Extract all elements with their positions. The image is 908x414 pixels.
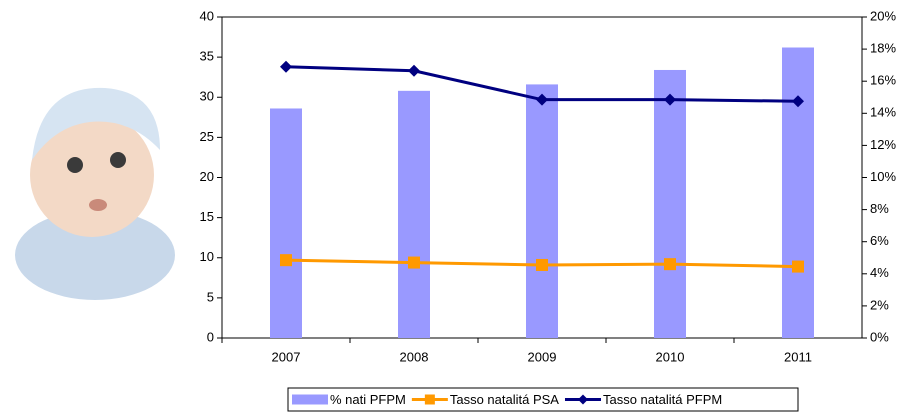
y2-tick-label: 8% <box>870 201 889 216</box>
y-tick-label: 5 <box>207 289 214 304</box>
line-marker <box>536 93 548 106</box>
legend-marker <box>577 394 588 405</box>
y2-tick-label: 20% <box>870 8 896 23</box>
y2-tick-label: 10% <box>870 169 896 184</box>
y-tick-label: 15 <box>200 209 214 224</box>
line-marker <box>280 60 292 73</box>
x-tick-label: 2011 <box>784 349 812 364</box>
y2-tick-label: 18% <box>870 41 896 56</box>
y-tick-label: 20 <box>200 169 214 184</box>
y-tick-label: 30 <box>200 89 214 104</box>
x-tick-label: 2009 <box>528 349 557 364</box>
legend-swatch <box>292 394 328 405</box>
y2-tick-label: 6% <box>870 233 889 248</box>
bar <box>526 84 558 338</box>
line-marker <box>792 260 804 273</box>
line-marker <box>536 258 548 271</box>
legend-label: Tasso natalitá PSA <box>450 392 559 407</box>
bar <box>270 108 302 338</box>
legend-label: Tasso natalitá PFPM <box>603 392 722 407</box>
bar <box>782 47 814 339</box>
line-marker <box>664 93 676 106</box>
line-marker <box>664 258 676 271</box>
x-tick-label: 2010 <box>656 349 685 364</box>
legend-marker <box>424 394 435 405</box>
x-tick-label: 2008 <box>400 349 429 364</box>
legend-box <box>287 387 799 412</box>
y-tick-label: 35 <box>200 49 214 64</box>
line-marker <box>280 254 292 267</box>
line-marker <box>792 95 804 108</box>
y-tick-label: 40 <box>200 8 214 23</box>
y2-tick-label: 16% <box>870 73 896 88</box>
line-marker <box>408 256 420 269</box>
bar <box>398 90 430 338</box>
y2-tick-label: 0% <box>870 329 889 344</box>
bar <box>654 69 686 338</box>
line-marker <box>408 64 420 77</box>
y-tick-label: 0 <box>207 329 214 344</box>
x-tick-label: 2007 <box>272 349 301 364</box>
y2-tick-label: 14% <box>870 105 896 120</box>
y2-tick-label: 4% <box>870 265 889 280</box>
legend-label: % nati PFPM <box>330 392 406 407</box>
y-tick-label: 10 <box>200 249 214 264</box>
y2-tick-label: 12% <box>870 137 896 152</box>
baby-photo <box>15 87 175 300</box>
y-tick-label: 25 <box>200 129 214 144</box>
y2-tick-label: 2% <box>870 297 889 312</box>
